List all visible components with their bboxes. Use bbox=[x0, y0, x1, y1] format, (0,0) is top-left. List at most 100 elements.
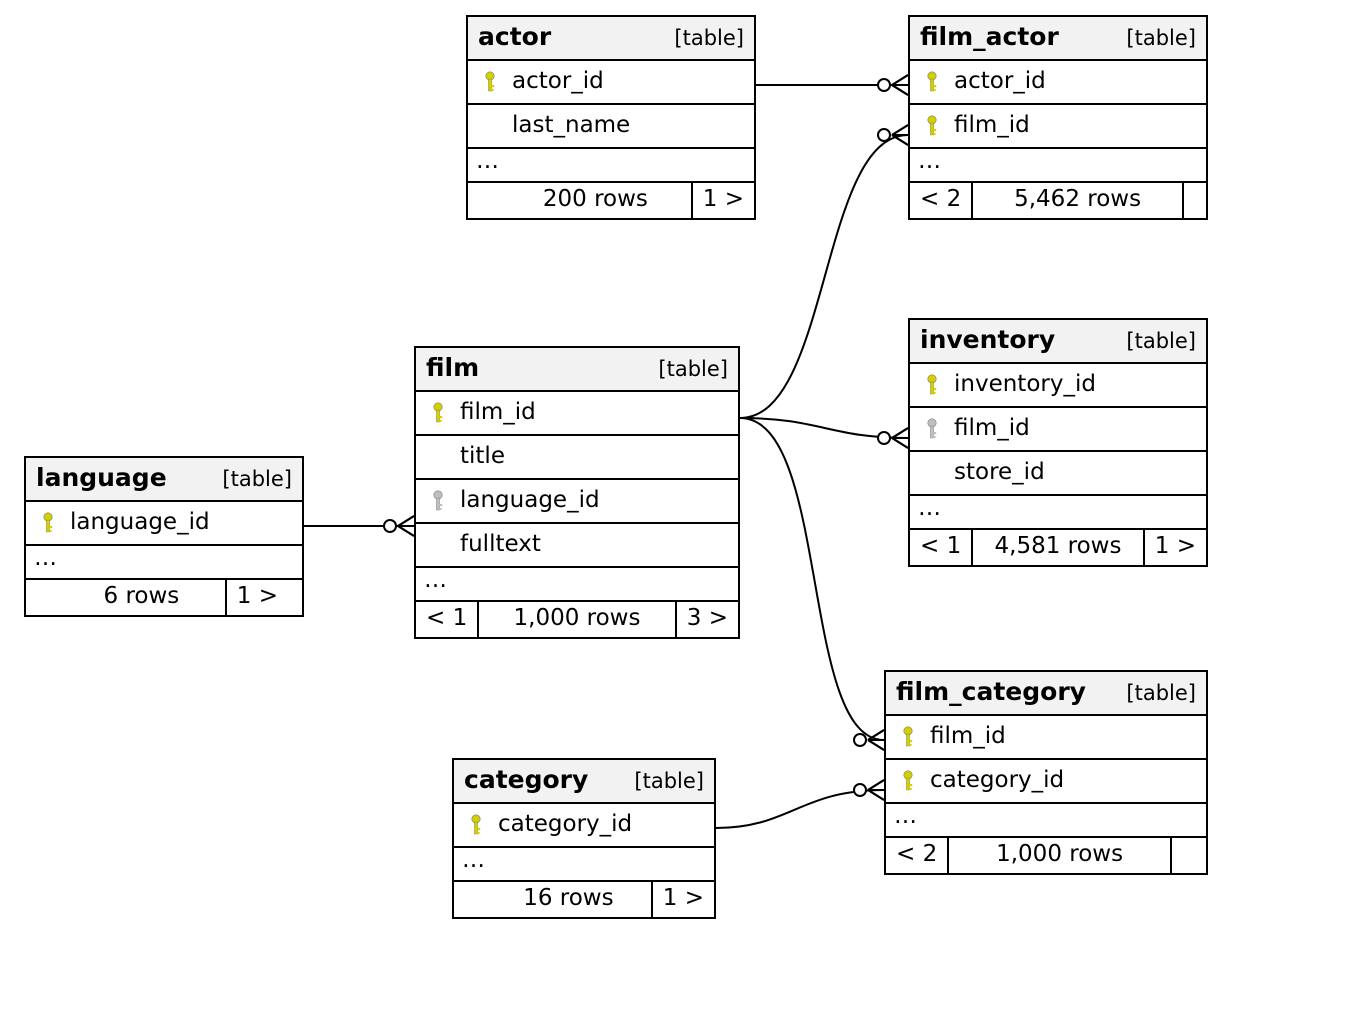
table-actor[interactable]: actor [table] actor_id last_name … bbox=[466, 15, 756, 220]
row-count: 16 rows bbox=[486, 882, 653, 917]
table-footer: < 21,000 rows bbox=[886, 838, 1206, 873]
key-cell bbox=[474, 71, 506, 93]
row-count: 4,581 rows bbox=[973, 530, 1145, 565]
table-type-label: [table] bbox=[674, 27, 744, 50]
column-row: language_id bbox=[416, 480, 738, 524]
column-row: actor_id bbox=[468, 61, 754, 105]
inbound-count: < 1 bbox=[910, 530, 973, 565]
table-header: category [table] bbox=[454, 760, 714, 804]
key-icon bbox=[925, 115, 939, 137]
column-name: title bbox=[454, 444, 505, 469]
column-row: film_id bbox=[886, 716, 1206, 760]
ellipsis-row: … bbox=[910, 149, 1206, 183]
column-name: film_id bbox=[948, 416, 1030, 441]
table-footer: < 14,581 rows1 > bbox=[910, 530, 1206, 565]
outbound-count: 1 > bbox=[1145, 530, 1206, 565]
ellipsis-text: … bbox=[894, 804, 917, 829]
column-name: category_id bbox=[924, 768, 1064, 793]
outbound-count: 1 > bbox=[653, 882, 714, 917]
column-row: category_id bbox=[454, 804, 714, 848]
relationship-edge bbox=[740, 418, 908, 438]
ellipsis-row: … bbox=[454, 848, 714, 882]
table-type-label: [table] bbox=[658, 358, 728, 381]
key-cell bbox=[460, 814, 492, 836]
table-name: film_actor bbox=[920, 23, 1059, 51]
column-name: actor_id bbox=[506, 69, 604, 94]
column-row: title bbox=[416, 436, 738, 480]
table-footer: < 25,462 rows bbox=[910, 183, 1206, 218]
table-name: category bbox=[464, 766, 588, 794]
table-type-label: [table] bbox=[1126, 27, 1196, 50]
ellipsis-row: … bbox=[886, 804, 1206, 838]
row-count: 200 rows bbox=[500, 183, 693, 218]
column-row: last_name bbox=[468, 105, 754, 149]
key-cell bbox=[422, 490, 454, 512]
relationship-edge bbox=[740, 135, 908, 418]
cardinality-circle bbox=[878, 432, 890, 444]
column-name: film_id bbox=[924, 724, 1006, 749]
key-icon bbox=[901, 726, 915, 748]
cardinality-circle bbox=[384, 520, 396, 532]
column-row: film_id bbox=[910, 105, 1206, 149]
table-type-label: [table] bbox=[634, 770, 704, 793]
ellipsis-text: … bbox=[34, 546, 57, 571]
ellipsis-text: … bbox=[462, 848, 485, 873]
ellipsis-text: … bbox=[918, 149, 941, 174]
table-film_actor[interactable]: film_actor [table] actor_id film_id bbox=[908, 15, 1208, 220]
cardinality-circle bbox=[878, 79, 890, 91]
key-icon bbox=[431, 402, 445, 424]
table-film[interactable]: film [table] film_id title bbox=[414, 346, 740, 639]
column-name: category_id bbox=[492, 812, 632, 837]
table-category[interactable]: category [table] category_id … 16 rows1 … bbox=[452, 758, 716, 919]
table-inventory[interactable]: inventory [table] inventory_id film_id bbox=[908, 318, 1208, 567]
column-row: fulltext bbox=[416, 524, 738, 568]
relationship-edge bbox=[740, 418, 884, 740]
table-type-label: [table] bbox=[222, 468, 292, 491]
column-name: fulltext bbox=[454, 532, 541, 557]
key-icon bbox=[483, 71, 497, 93]
column-name: film_id bbox=[948, 113, 1030, 138]
relationship-edge bbox=[716, 790, 884, 828]
table-footer: 6 rows1 > bbox=[26, 580, 302, 615]
key-cell bbox=[916, 71, 948, 93]
key-cell bbox=[422, 402, 454, 424]
inbound-count: < 2 bbox=[910, 183, 973, 218]
ellipsis-text: … bbox=[918, 496, 941, 521]
ellipsis-row: … bbox=[468, 149, 754, 183]
table-footer: 16 rows1 > bbox=[454, 882, 714, 917]
row-count: 1,000 rows bbox=[949, 838, 1172, 873]
table-name: film_category bbox=[896, 678, 1086, 706]
row-count: 5,462 rows bbox=[973, 183, 1184, 218]
table-type-label: [table] bbox=[1126, 682, 1196, 705]
key-icon bbox=[431, 490, 445, 512]
ellipsis-row: … bbox=[910, 496, 1206, 530]
key-cell bbox=[916, 115, 948, 137]
er-diagram-canvas: actor [table] actor_id last_name … bbox=[0, 0, 1356, 1036]
table-type-label: [table] bbox=[1126, 330, 1196, 353]
table-name: actor bbox=[478, 23, 551, 51]
column-row: language_id bbox=[26, 502, 302, 546]
column-row: inventory_id bbox=[910, 364, 1206, 408]
column-name: language_id bbox=[64, 510, 210, 535]
inbound-count: < 2 bbox=[886, 838, 949, 873]
table-header: film [table] bbox=[416, 348, 738, 392]
cardinality-circle bbox=[854, 734, 866, 746]
key-cell bbox=[916, 374, 948, 396]
column-row: store_id bbox=[910, 452, 1206, 496]
column-name: store_id bbox=[948, 460, 1045, 485]
table-header: film_category [table] bbox=[886, 672, 1206, 716]
column-name: film_id bbox=[454, 400, 536, 425]
outbound-count: 3 > bbox=[677, 602, 738, 637]
column-name: language_id bbox=[454, 488, 600, 513]
table-film_category[interactable]: film_category [table] film_id category_i… bbox=[884, 670, 1208, 875]
table-header: film_actor [table] bbox=[910, 17, 1206, 61]
key-cell bbox=[892, 726, 924, 748]
table-footer: 200 rows1 > bbox=[468, 183, 754, 218]
row-count: 6 rows bbox=[58, 580, 227, 615]
footer-spacer bbox=[1172, 838, 1206, 872]
outbound-count: 1 > bbox=[227, 580, 302, 615]
ellipsis-row: … bbox=[26, 546, 302, 580]
table-language[interactable]: language [table] language_id … 6 rows1 > bbox=[24, 456, 304, 617]
table-name: language bbox=[36, 464, 167, 492]
footer-spacer bbox=[1184, 183, 1206, 217]
